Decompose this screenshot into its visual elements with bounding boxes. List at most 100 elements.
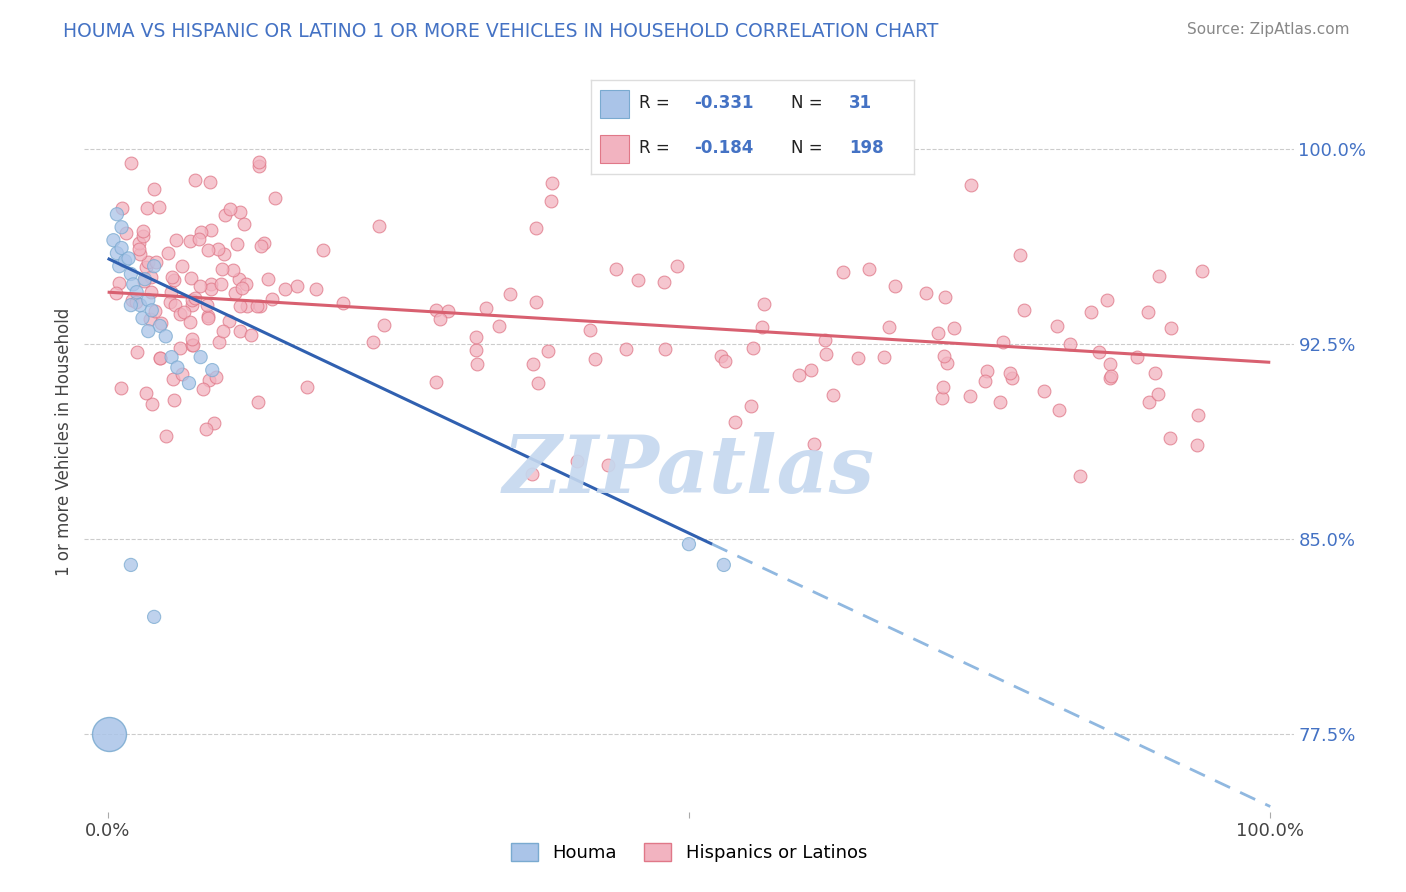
Point [998, 366, 1021, 380]
Point [145, 304, 167, 318]
Text: 31: 31 [849, 95, 872, 112]
Point [200, 277, 222, 291]
Point [198, 373, 221, 387]
Point [155, 329, 177, 343]
Point [932, 380, 955, 394]
Point [789, 368, 811, 383]
Point [179, 315, 201, 329]
Point [169, 308, 191, 322]
Point [914, 285, 936, 300]
Point [184, 173, 207, 187]
Point [134, 272, 156, 286]
Point [170, 367, 193, 381]
Point [367, 219, 389, 233]
Point [180, 332, 202, 346]
Point [713, 558, 735, 572]
Point [225, 236, 247, 251]
Point [540, 176, 562, 190]
Point [197, 310, 219, 325]
Point [125, 345, 148, 359]
Point [1059, 336, 1081, 351]
Point [108, 259, 131, 273]
Point [149, 318, 172, 333]
Point [934, 290, 956, 304]
Point [973, 374, 995, 388]
Point [873, 350, 896, 364]
Point [228, 272, 250, 286]
Point [200, 282, 222, 296]
Point [332, 296, 354, 310]
Point [1126, 350, 1149, 364]
Point [714, 353, 737, 368]
Point [654, 343, 676, 357]
Point [131, 311, 153, 326]
Point [249, 299, 271, 313]
Point [190, 225, 212, 239]
Point [1185, 438, 1208, 452]
Point [136, 255, 159, 269]
Point [162, 372, 184, 386]
Point [139, 285, 162, 300]
Point [583, 351, 606, 366]
Point [312, 243, 335, 257]
Point [108, 277, 131, 291]
Point [131, 229, 153, 244]
Point [800, 363, 823, 377]
Point [934, 349, 956, 363]
Text: -0.184: -0.184 [695, 139, 754, 157]
Point [524, 220, 547, 235]
Point [148, 200, 170, 214]
Point [149, 351, 172, 365]
Point [626, 273, 648, 287]
Point [136, 324, 159, 338]
Point [976, 364, 998, 378]
Point [179, 235, 201, 249]
Point [177, 376, 200, 390]
Point [224, 286, 246, 301]
Point [1098, 357, 1121, 371]
Point [205, 370, 228, 384]
Point [214, 247, 236, 261]
Point [97, 727, 120, 741]
Point [209, 277, 232, 291]
Point [260, 292, 283, 306]
Point [155, 429, 177, 443]
Point [125, 294, 148, 309]
Point [214, 208, 236, 222]
Point [105, 246, 128, 260]
Point [110, 381, 132, 395]
Point [927, 326, 949, 340]
Point [1014, 303, 1036, 318]
Point [229, 205, 252, 219]
Point [246, 395, 269, 409]
Point [103, 233, 125, 247]
Point [264, 192, 287, 206]
Point [135, 386, 157, 401]
Point [425, 303, 447, 318]
Point [814, 333, 837, 347]
Point [138, 312, 160, 326]
Bar [600, 135, 630, 162]
Point [710, 349, 733, 363]
Point [993, 334, 1015, 349]
Point [163, 298, 186, 312]
Point [247, 159, 270, 173]
Point [197, 309, 219, 323]
Point [605, 262, 627, 277]
Point [141, 397, 163, 411]
Point [166, 360, 188, 375]
Point [194, 421, 217, 435]
Point [211, 261, 233, 276]
Point [815, 347, 838, 361]
Text: HOUMA VS HISPANIC OR LATINO 1 OR MORE VEHICLES IN HOUSEHOLD CORRELATION CHART: HOUMA VS HISPANIC OR LATINO 1 OR MORE VE… [63, 22, 939, 41]
Point [132, 224, 155, 238]
Point [188, 232, 211, 246]
Point [197, 243, 219, 257]
Point [666, 259, 689, 273]
Point [295, 379, 318, 393]
Point [858, 262, 880, 277]
Point [141, 303, 163, 318]
Point [247, 155, 270, 169]
Point [200, 223, 222, 237]
Point [1136, 305, 1159, 319]
